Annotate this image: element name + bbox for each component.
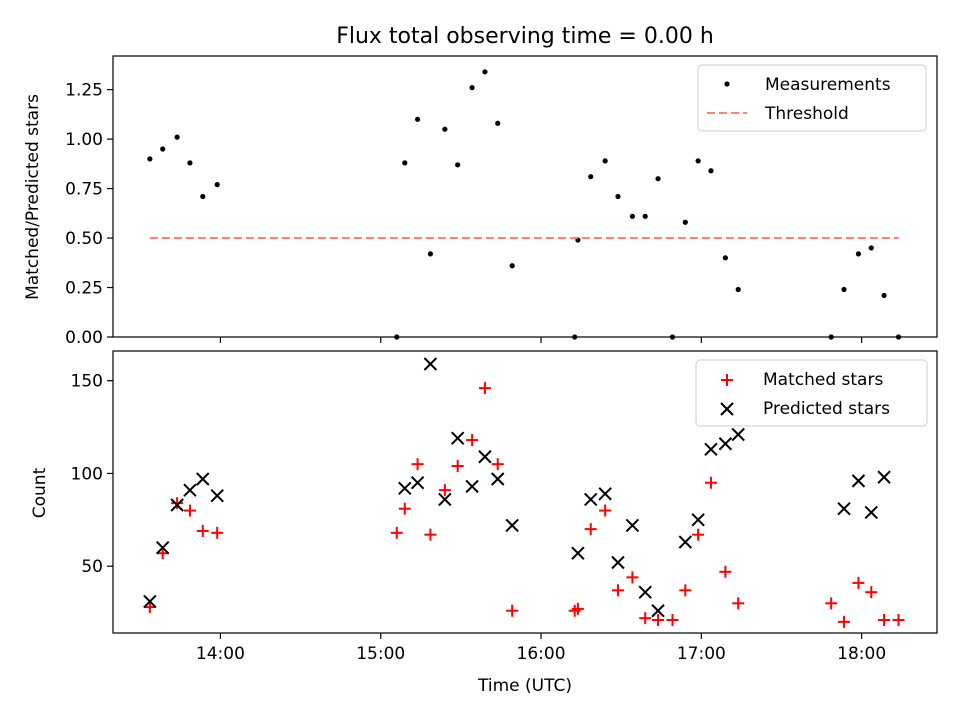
legend-measurements-label: Measurements — [765, 75, 891, 95]
measurement-point — [469, 85, 474, 90]
measurement-point — [736, 287, 741, 292]
measurement-point — [215, 182, 220, 187]
measurement-point — [723, 255, 728, 260]
measurement-point — [615, 194, 620, 199]
top-y-tick-label: 1.00 — [65, 130, 103, 150]
measurement-point — [187, 160, 192, 165]
bottom-x-tick-label: 18:00 — [837, 644, 886, 664]
top-y-axis-label: Matched/Predicted stars — [23, 94, 43, 300]
measurement-point — [588, 174, 593, 179]
top-legend: Measurements Threshold — [698, 65, 926, 131]
bottom-y-tick-label: 150 — [71, 372, 103, 392]
top-y-tick-label: 0.25 — [65, 279, 103, 299]
measurement-point — [482, 69, 487, 74]
legend-matched-label: Matched stars — [763, 370, 883, 390]
x-axis-label: Time (UTC) — [477, 676, 572, 696]
measurement-point — [696, 158, 701, 163]
bottom-legend: Matched stars Predicted stars — [696, 360, 927, 426]
measurement-point — [415, 117, 420, 122]
bottom-y-tick-label: 100 — [71, 464, 103, 484]
measurement-point — [708, 168, 713, 173]
measurement-point — [643, 214, 648, 219]
measurement-point — [455, 162, 460, 167]
top-y-tick-label: 0.50 — [65, 229, 103, 249]
measurement-point — [147, 156, 152, 161]
measurement-point — [428, 251, 433, 256]
measurement-point — [402, 160, 407, 165]
bottom-x-tick-label: 16:00 — [517, 644, 566, 664]
measurement-point — [683, 220, 688, 225]
bottom-y-tick-label: 50 — [81, 557, 103, 577]
legend-predicted-label: Predicted stars — [763, 399, 890, 419]
measurement-point — [841, 287, 846, 292]
measurement-point — [603, 158, 608, 163]
measurement-point — [175, 135, 180, 140]
bottom-y-axis-label: Count — [30, 467, 50, 518]
measurement-point — [200, 194, 205, 199]
measurement-point — [630, 214, 635, 219]
legend-measurements-marker — [724, 81, 729, 86]
top-y-tick-label: 0.75 — [65, 180, 103, 200]
measurement-point — [442, 127, 447, 132]
figure: Flux total observing time = 0.00 h 0.00 0… — [0, 0, 960, 720]
top-y-tick-label: 1.25 — [65, 81, 103, 101]
bottom-x-tick-label: 14:00 — [196, 644, 245, 664]
measurement-point — [856, 251, 861, 256]
top-chart-title: Flux total observing time = 0.00 h — [336, 24, 714, 49]
legend-threshold-label: Threshold — [764, 104, 849, 124]
top-y-tick-label: 0.00 — [65, 328, 103, 348]
measurement-point — [510, 263, 515, 268]
measurement-point — [495, 121, 500, 126]
bottom-x-tick-label: 15:00 — [356, 644, 405, 664]
measurement-point — [655, 176, 660, 181]
measurement-point — [869, 245, 874, 250]
measurement-point — [160, 146, 165, 151]
measurement-point — [881, 293, 886, 298]
bottom-x-tick-label: 17:00 — [677, 644, 726, 664]
